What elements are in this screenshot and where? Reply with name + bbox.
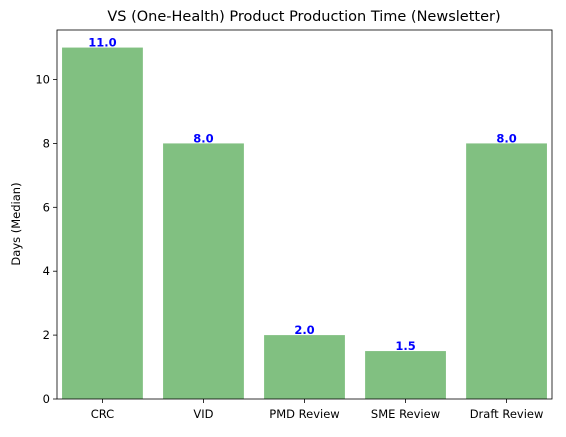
x-tick-label-3: SME Review: [371, 407, 440, 421]
data-labels-layer: 11.0 8.0 2.0 1.5 8.0: [88, 36, 516, 354]
y-tick-label-2: 4: [43, 264, 50, 278]
x-tick-label-0: CRC: [91, 407, 114, 421]
data-label-2: 2.0: [294, 323, 314, 337]
bar-0: [62, 47, 143, 399]
bar-3: [365, 351, 446, 399]
bar-4: [466, 143, 547, 399]
bar-1: [163, 143, 244, 399]
data-label-0: 11.0: [88, 36, 116, 50]
y-tick-label-5: 10: [35, 73, 50, 87]
y-tick-label-0: 0: [43, 392, 50, 406]
data-label-3: 1.5: [395, 339, 415, 353]
x-tick-label-2: PMD Review: [269, 407, 339, 421]
bar-2: [264, 335, 345, 399]
bars-layer: [62, 47, 547, 399]
y-tick-label-3: 6: [43, 200, 50, 214]
x-ticks-layer: CRC VID PMD Review SME Review Draft Review: [91, 399, 544, 421]
data-label-4: 8.0: [496, 131, 516, 145]
y-ticks-layer: 0 2 4 6 8 10: [35, 73, 57, 406]
y-tick-label-1: 2: [43, 328, 50, 342]
y-tick-label-4: 8: [43, 136, 50, 150]
chart-title: VS (One-Health) Product Production Time …: [107, 9, 500, 25]
data-label-1: 8.0: [193, 131, 213, 145]
x-tick-label-1: VID: [193, 407, 213, 421]
y-axis-label: Days (Median): [9, 182, 23, 265]
x-tick-label-4: Draft Review: [470, 407, 544, 421]
